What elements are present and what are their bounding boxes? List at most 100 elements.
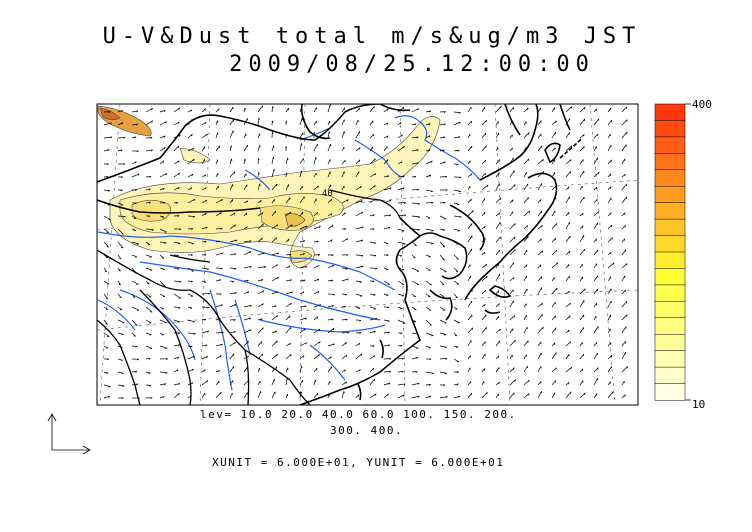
wind-vector-head	[360, 200, 363, 203]
wind-vector	[607, 342, 612, 347]
wind-vector	[523, 172, 527, 178]
wind-vector	[607, 159, 612, 165]
wind-vector	[537, 107, 541, 113]
wind-vector-head	[570, 145, 573, 148]
wind-vector-head	[624, 225, 626, 228]
wind-vector	[523, 249, 528, 256]
wind-vector	[341, 369, 346, 373]
wind-vector-head	[246, 279, 249, 282]
wind-vector	[607, 366, 613, 373]
wind-vector	[397, 161, 403, 165]
map-frame	[96, 103, 639, 406]
wind-vector	[229, 130, 234, 139]
wind-vector-head	[207, 307, 210, 309]
wind-vector-head	[247, 291, 250, 294]
wind-vector-head	[584, 107, 586, 110]
colorbar-max-label: 400	[692, 98, 712, 111]
wind-vector	[341, 107, 345, 113]
wind-vector	[467, 173, 472, 178]
wind-vector-head	[193, 199, 196, 202]
wind-vector-head	[178, 134, 181, 137]
wind-vector	[271, 264, 278, 269]
wind-vector-head	[526, 225, 528, 228]
wind-vector	[579, 314, 585, 321]
wind-vector-head	[430, 190, 433, 193]
wind-vector-head	[205, 199, 208, 202]
wind-vector-head	[359, 332, 362, 334]
wind-vector-head	[276, 264, 278, 267]
wind-vector-head	[285, 120, 288, 123]
wind-vector-head	[361, 226, 364, 229]
wind-vector-head	[361, 211, 364, 214]
wind-vector-head	[263, 252, 265, 255]
wind-vector-head	[192, 159, 195, 162]
wind-vector	[425, 384, 431, 386]
wind-vector	[229, 380, 234, 386]
wind-vector-head	[190, 307, 193, 309]
wind-vector	[215, 185, 219, 191]
wind-vector	[481, 198, 485, 204]
wind-vector-head	[498, 212, 500, 215]
wind-vector	[579, 118, 585, 126]
wind-vector	[299, 170, 302, 178]
wind-vector-head	[261, 237, 263, 241]
wind-vector	[607, 133, 611, 139]
wind-vector	[579, 146, 585, 152]
wind-vector	[313, 143, 318, 152]
wind-vector-head	[179, 281, 182, 283]
wind-vector	[411, 123, 417, 126]
wind-vector	[621, 381, 625, 386]
wind-vector	[313, 379, 316, 386]
wind-vector	[495, 132, 500, 139]
wind-vector-head	[526, 264, 528, 267]
wind-vector	[621, 158, 626, 165]
wind-vector-head	[121, 246, 124, 249]
contour-levels-line2: 300. 400.	[330, 424, 404, 437]
wind-vector-head	[303, 253, 305, 256]
wind-vector-head	[626, 366, 628, 369]
wind-vector	[173, 280, 182, 283]
wind-vector-head	[470, 121, 473, 124]
wind-vector	[397, 175, 405, 178]
wind-vector	[257, 237, 263, 243]
wind-vector-head	[346, 254, 349, 257]
wind-vector	[313, 225, 321, 230]
wind-vector	[173, 186, 180, 191]
wind-vector-head	[289, 279, 292, 282]
wind-vector	[411, 306, 417, 311]
wind-vector	[341, 199, 349, 204]
wind-vector-head	[568, 382, 570, 385]
wind-vector	[579, 185, 583, 191]
wind-vector	[593, 118, 600, 126]
wind-vector	[369, 355, 376, 360]
wind-vector-head	[233, 212, 236, 215]
wind-vector	[439, 371, 447, 374]
wind-vector-head	[374, 393, 377, 396]
wind-vector	[453, 111, 461, 113]
wind-vector-head	[624, 394, 626, 397]
wind-vector-head	[443, 111, 446, 113]
wind-vector	[621, 144, 627, 152]
wind-vector-head	[104, 270, 107, 273]
wind-vector-head	[429, 174, 432, 177]
colorbar-swatch	[654, 301, 686, 319]
wind-vector-head	[286, 133, 288, 136]
wind-vector	[131, 267, 137, 274]
wind-vector	[369, 293, 376, 296]
wind-vector-head	[246, 200, 249, 203]
wind-vector	[523, 315, 527, 321]
wind-vector	[411, 215, 420, 218]
contour-label: 40	[322, 189, 333, 199]
wind-vector-head	[135, 161, 137, 164]
wind-vector-head	[582, 212, 584, 216]
wind-vector-head	[271, 120, 274, 123]
wind-vector-head	[204, 121, 207, 125]
wind-vector	[257, 341, 262, 347]
wind-vector	[495, 315, 500, 321]
wind-vector	[453, 395, 460, 399]
wind-vector	[243, 304, 252, 308]
wind-vector-head	[110, 136, 113, 139]
wind-vector-head	[597, 211, 599, 214]
wind-vector-head	[123, 136, 126, 139]
wind-vector-head	[570, 367, 573, 370]
